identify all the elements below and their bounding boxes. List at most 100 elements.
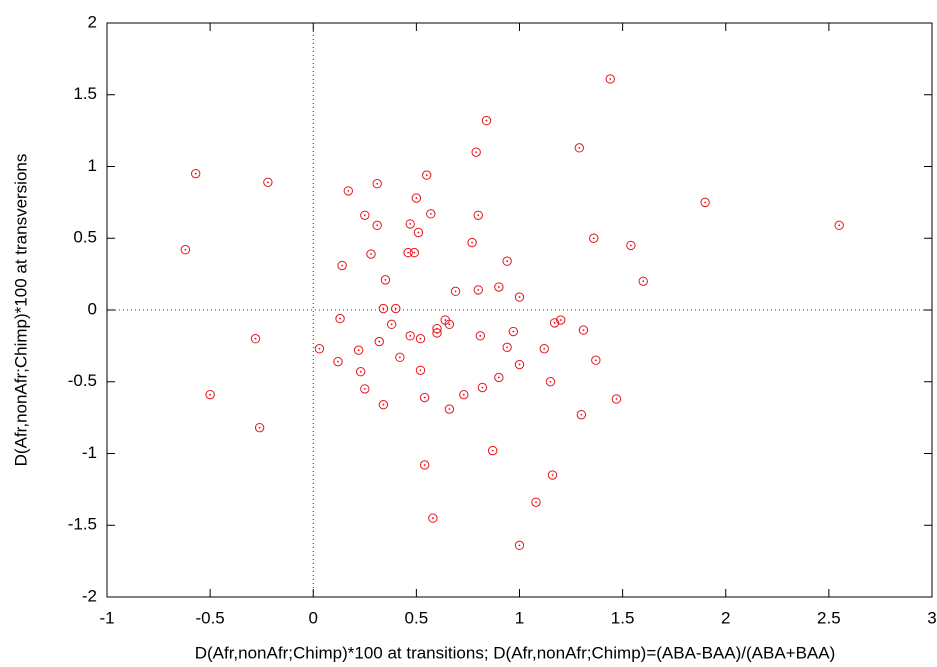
point <box>547 470 558 480</box>
point-ring <box>471 147 481 157</box>
point-dot <box>559 319 562 321</box>
point <box>386 319 397 330</box>
point <box>395 352 405 363</box>
point-dot <box>407 251 410 254</box>
point <box>574 143 585 153</box>
point-dot <box>454 290 457 293</box>
point-ring <box>335 313 345 324</box>
point-ring <box>475 331 486 341</box>
point <box>502 342 512 353</box>
y-tick-label: -2 <box>82 586 97 605</box>
point-ring <box>473 285 483 295</box>
point-dot <box>551 474 554 476</box>
point-dot <box>431 517 434 519</box>
point <box>626 240 636 251</box>
point-dot <box>254 337 257 340</box>
point-dot <box>477 289 480 291</box>
y-tick-label: -1.5 <box>68 515 97 534</box>
point-dot <box>518 363 521 366</box>
point-dot <box>549 380 552 383</box>
point <box>415 334 426 344</box>
point-dot <box>258 426 261 429</box>
x-tick-label: 2.5 <box>817 608 841 627</box>
point <box>531 497 541 507</box>
point-dot <box>704 201 707 204</box>
point <box>360 384 370 394</box>
point-dot <box>423 464 426 466</box>
point-ring <box>444 404 455 414</box>
point-ring <box>502 342 512 353</box>
point-ring <box>254 422 265 433</box>
y-tick-label: 0 <box>88 299 97 318</box>
y-tick-label: -1 <box>82 443 97 462</box>
point <box>428 513 438 523</box>
point-ring <box>450 286 461 297</box>
point <box>475 331 486 341</box>
point-dot <box>518 296 521 298</box>
y-tick-label: 2 <box>88 12 97 31</box>
point-ring <box>190 168 201 179</box>
x-tick-label: -0.5 <box>195 608 224 627</box>
point-dot <box>194 172 197 175</box>
point-dot <box>629 244 632 247</box>
point-dot <box>318 347 321 350</box>
point <box>366 249 376 259</box>
point <box>405 219 415 229</box>
point <box>372 220 382 231</box>
y-tick-label: 1 <box>88 156 97 175</box>
point-ring <box>591 355 601 365</box>
point-ring <box>473 210 483 220</box>
point-ring <box>353 345 364 355</box>
x-tick-label: 1.5 <box>611 608 635 627</box>
point <box>477 382 488 393</box>
point <box>591 355 601 365</box>
point-ring <box>378 303 389 314</box>
x-tick-label: 3 <box>927 608 936 627</box>
point-dot <box>485 119 488 122</box>
point-dot <box>481 386 484 389</box>
point <box>180 245 191 255</box>
point-ring <box>605 74 615 84</box>
point <box>409 247 420 258</box>
x-tick-label: 1 <box>515 608 524 627</box>
point-dot <box>376 182 379 185</box>
point-ring <box>355 367 366 377</box>
point-dot <box>419 337 422 340</box>
point-dot <box>390 323 393 326</box>
x-axis-label: D(Afr,nonAfr;Chimp)*100 at transitions; … <box>195 643 836 662</box>
point-dot <box>429 212 432 215</box>
point-dot <box>363 214 366 217</box>
point <box>502 256 512 266</box>
y-tick-label: 1.5 <box>73 84 97 103</box>
point-ring <box>378 400 389 410</box>
point-dot <box>382 403 385 406</box>
point-ring <box>834 220 844 231</box>
point-ring <box>578 325 589 335</box>
point-dot <box>448 323 451 326</box>
y-tick-label: -0.5 <box>68 371 97 390</box>
point <box>405 331 415 341</box>
point-ring <box>337 260 347 271</box>
point-dot <box>357 349 360 352</box>
point-dot <box>506 260 509 263</box>
point-ring <box>409 247 420 258</box>
point-dot <box>359 370 362 373</box>
point-dot <box>370 253 372 255</box>
point-dot <box>582 329 585 331</box>
point <box>403 247 413 258</box>
point <box>605 74 615 84</box>
point <box>576 410 587 420</box>
point-ring <box>626 240 636 251</box>
point-dot <box>553 322 556 324</box>
point-ring <box>589 233 599 243</box>
point-ring <box>576 410 587 420</box>
point-ring <box>314 344 325 354</box>
point-ring <box>405 331 415 341</box>
point-dot <box>436 332 438 334</box>
point-ring <box>428 513 438 523</box>
point-ring <box>611 394 622 404</box>
point <box>494 282 504 292</box>
point-ring <box>419 392 430 403</box>
point-ring <box>444 319 455 330</box>
